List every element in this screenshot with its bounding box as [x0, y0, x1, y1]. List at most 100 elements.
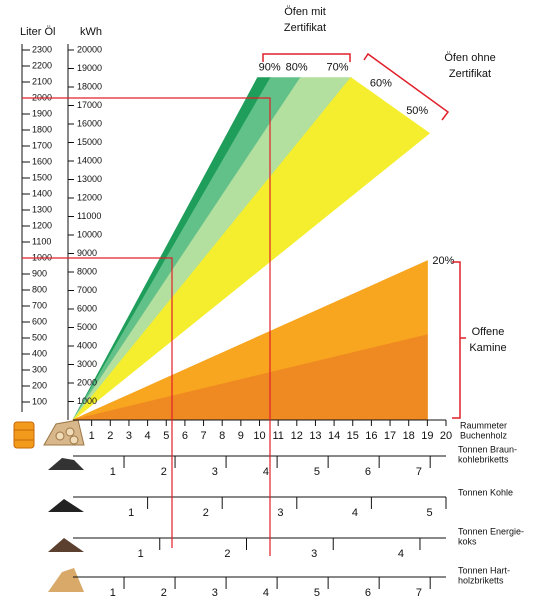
y2-tick-label: 19000: [77, 63, 102, 73]
scale-tick-label: 3: [212, 466, 218, 478]
x-tick-label: 18: [403, 430, 415, 442]
y-tick-label: 800: [32, 284, 47, 294]
y2-axis-label: kWh: [80, 26, 102, 38]
coke-pile-icon: [48, 538, 84, 552]
x-tick-label: 13: [309, 430, 321, 442]
scale-tick-label: 4: [352, 507, 358, 519]
x-tick-label: 6: [182, 430, 188, 442]
y-tick-label: 1400: [32, 188, 52, 198]
hardwood-pile-icon: [48, 568, 84, 592]
x-tick-label: 20: [440, 430, 452, 442]
efficiency-band: [72, 77, 431, 421]
scale-tick-label: 3: [311, 548, 317, 560]
x-tick-label: 15: [347, 430, 359, 442]
y2-tick-label: 6000: [77, 303, 97, 313]
y2-tick-label: 14000: [77, 155, 102, 165]
scale-tick-label: 1: [128, 507, 134, 519]
briquette-pile-icon: [48, 458, 84, 470]
y-tick-label: 600: [32, 316, 47, 326]
x-axis-label: Raummeter: [460, 420, 507, 430]
scale-tick-label: 2: [224, 548, 230, 560]
y2-tick-label: 16000: [77, 118, 102, 128]
x-tick-label: 3: [126, 430, 132, 442]
scale-tick-label: 2: [161, 466, 167, 478]
scale-tick-label: 7: [416, 587, 422, 599]
y-tick-label: 1900: [32, 108, 52, 118]
y-tick-label: 1700: [32, 140, 52, 150]
x-tick-label: 14: [328, 430, 340, 442]
group-label: Kamine: [469, 342, 506, 354]
y-tick-label: 700: [32, 300, 47, 310]
y2-tick-label: 3000: [77, 359, 97, 369]
efficiency-label: 50%: [406, 105, 428, 117]
scale-tick-label: 3: [277, 507, 283, 519]
oil-barrel-icon: [13, 421, 35, 449]
group-label: Zertifikat: [449, 68, 491, 80]
scale-tick-label: 4: [263, 466, 269, 478]
efficiency-label: 70%: [327, 62, 349, 74]
y2-tick-label: 8000: [77, 266, 97, 276]
group-label: Öfen ohne: [444, 52, 495, 64]
scale-tick-label: 5: [427, 507, 433, 519]
x-tick-label: 8: [219, 430, 225, 442]
scale-tick-label: 1: [110, 466, 116, 478]
y-tick-label: 1200: [32, 220, 52, 230]
y2-tick-label: 4000: [77, 340, 97, 350]
y-tick-label: 100: [32, 396, 47, 406]
y2-tick-label: 18000: [77, 81, 102, 91]
y-tick-label: 2000: [32, 92, 52, 102]
x-tick-label: 5: [163, 430, 169, 442]
y2-tick-label: 1000: [77, 396, 97, 406]
y2-tick-label: 5000: [77, 322, 97, 332]
y-tick-label: 500: [32, 332, 47, 342]
y2-tick-label: 10000: [77, 229, 102, 239]
group-label: Öfen mit: [284, 6, 326, 18]
y-tick-label: 1300: [32, 204, 52, 214]
scale-tick-label: 4: [263, 587, 269, 599]
scale-label: Tonnen Energie-: [458, 526, 524, 536]
y2-tick-label: 17000: [77, 100, 102, 110]
x-tick-label: 2: [107, 430, 113, 442]
scale-label: Tonnen Kohle: [458, 487, 513, 497]
y2-tick-label: 12000: [77, 192, 102, 202]
scale-tick-label: 4: [398, 548, 404, 560]
x-tick-label: 12: [291, 430, 303, 442]
scale-tick-label: 5: [314, 587, 320, 599]
x-tick-label: 10: [253, 430, 265, 442]
y-tick-label: 2300: [32, 44, 52, 54]
x-tick-label: 11: [272, 430, 283, 442]
y-tick-label: 1800: [32, 124, 52, 134]
reading-guide: [22, 97, 271, 556]
coal-pile-icon: [48, 499, 84, 512]
efficiency-label: 90%: [259, 62, 281, 74]
y-axis-label: Liter Öl: [20, 26, 55, 38]
y2-tick-label: 9000: [77, 248, 97, 258]
x-tick-label: 1: [89, 430, 95, 442]
y2-tick-label: 15000: [77, 137, 102, 147]
scale-tick-label: 7: [416, 466, 422, 478]
x-tick-label: 17: [384, 430, 396, 442]
scale-label: koks: [458, 536, 477, 546]
woodpile-icon: [43, 419, 85, 446]
group-bracket: [363, 52, 450, 121]
group-bracket: [262, 53, 351, 62]
x-tick-label: 4: [145, 430, 151, 442]
y-tick-label: 2100: [32, 76, 52, 86]
reading-guide: [22, 257, 173, 548]
y2-tick-label: 2000: [77, 377, 97, 387]
scale-tick-label: 2: [203, 507, 209, 519]
y-tick-label: 1600: [32, 156, 52, 166]
scale-label: Tonnen Braun-: [458, 444, 517, 454]
scale-label: Tonnen Hart-: [458, 565, 510, 575]
x-axis-label: Buchenholz: [460, 430, 508, 440]
group-label: Zertifikat: [284, 22, 326, 34]
y2-tick-label: 11000: [77, 211, 101, 221]
y-tick-label: 400: [32, 348, 47, 358]
scale-label: kohlebriketts: [458, 454, 509, 464]
scale-tick-label: 6: [365, 587, 371, 599]
y-tick-label: 1500: [32, 172, 52, 182]
x-tick-label: 9: [238, 430, 244, 442]
efficiency-label: 20%: [432, 255, 454, 267]
scale-tick-label: 2: [161, 587, 167, 599]
